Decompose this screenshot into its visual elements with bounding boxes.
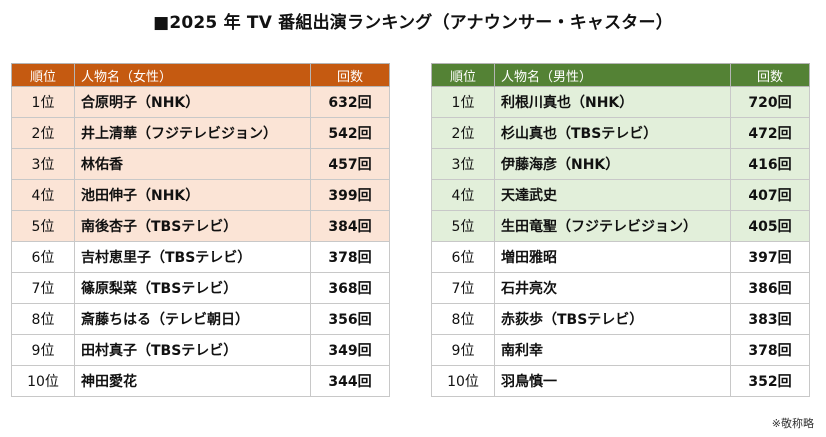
rank-cell: 5位 [431,210,495,242]
name-cell: 石井亮次 [494,272,731,304]
table-row: 7位 篠原梨菜（TBSテレビ） 368回 [11,272,390,304]
name-cell: 井上清華（フジテレビジョン） [74,117,311,149]
name-cell: 杉山真也（TBSテレビ） [494,117,731,149]
table-row: 4位 池田伸子（NHK） 399回 [11,179,390,211]
table-row: 3位 林佑香 457回 [11,148,390,180]
name-cell: 生田竜聖（フジテレビジョン） [494,210,731,242]
count-cell: 397回 [730,241,810,273]
count-cell: 405回 [730,210,810,242]
name-cell: 増田雅昭 [494,241,731,273]
table-row: 4位 天達武史 407回 [431,179,810,211]
table-row: 7位 石井亮次 386回 [431,272,810,304]
count-cell: 378回 [730,334,810,366]
rank-cell: 7位 [11,272,75,304]
count-cell: 383回 [730,303,810,335]
count-cell: 720回 [730,86,810,118]
name-cell: 赤荻歩（TBSテレビ） [494,303,731,335]
rank-cell: 6位 [11,241,75,273]
honorifics-omitted-note: ※敬称略 [771,417,814,430]
table-header-row: 順位 人物名（男性） 回数 [431,63,810,87]
table-row: 1位 合原明子（NHK） 632回 [11,86,390,118]
name-cell: 篠原梨菜（TBSテレビ） [74,272,311,304]
name-cell: 利根川真也（NHK） [494,86,731,118]
count-cell: 344回 [310,365,390,397]
count-cell: 632回 [310,86,390,118]
table-row: 9位 南利幸 378回 [431,334,810,366]
rank-cell: 8位 [431,303,495,335]
rank-cell: 2位 [431,117,495,149]
rank-cell: 4位 [11,179,75,211]
table-row: 9位 田村真子（TBSテレビ） 349回 [11,334,390,366]
header-count: 回数 [310,63,390,87]
table-row: 6位 吉村恵里子（TBSテレビ） 378回 [11,241,390,273]
table-row: 5位 生田竜聖（フジテレビジョン） 405回 [431,210,810,242]
count-cell: 457回 [310,148,390,180]
rank-cell: 8位 [11,303,75,335]
rank-cell: 3位 [431,148,495,180]
name-cell: 羽鳥慎一 [494,365,731,397]
table-row: 3位 伊藤海彦（NHK） 416回 [431,148,810,180]
count-cell: 349回 [310,334,390,366]
table-header-row: 順位 人物名（女性） 回数 [11,63,390,87]
name-cell: 斎藤ちはる（テレビ朝日） [74,303,311,335]
count-cell: 386回 [730,272,810,304]
header-name: 人物名（女性） [74,63,311,87]
female-ranking-table: 順位 人物名（女性） 回数 1位 合原明子（NHK） 632回 2位 井上清華（フジテレ… [11,63,390,397]
rank-cell: 1位 [431,86,495,118]
count-cell: 542回 [310,117,390,149]
table-row: 1位 利根川真也（NHK） 720回 [431,86,810,118]
table-row: 2位 杉山真也（TBSテレビ） 472回 [431,117,810,149]
name-cell: 吉村恵里子（TBSテレビ） [74,241,311,273]
header-rank: 順位 [11,63,75,87]
count-cell: 378回 [310,241,390,273]
rank-cell: 9位 [431,334,495,366]
name-cell: 南後杏子（TBSテレビ） [74,210,311,242]
name-cell: 天達武史 [494,179,731,211]
count-cell: 352回 [730,365,810,397]
page-title: ■2025 年 TV 番組出演ランキング（アナウンサー・キャスター） [153,13,673,33]
rank-cell: 4位 [431,179,495,211]
count-cell: 472回 [730,117,810,149]
rank-cell: 9位 [11,334,75,366]
name-cell: 南利幸 [494,334,731,366]
count-cell: 407回 [730,179,810,211]
table-row: 5位 南後杏子（TBSテレビ） 384回 [11,210,390,242]
count-cell: 356回 [310,303,390,335]
rank-cell: 10位 [11,365,75,397]
count-cell: 399回 [310,179,390,211]
rank-cell: 10位 [431,365,495,397]
name-cell: 神田愛花 [74,365,311,397]
table-row: 10位 神田愛花 344回 [11,365,390,397]
name-cell: 合原明子（NHK） [74,86,311,118]
count-cell: 384回 [310,210,390,242]
name-cell: 伊藤海彦（NHK） [494,148,731,180]
rank-cell: 3位 [11,148,75,180]
rank-cell: 6位 [431,241,495,273]
table-row: 8位 斎藤ちはる（テレビ朝日） 356回 [11,303,390,335]
name-cell: 田村真子（TBSテレビ） [74,334,311,366]
rank-cell: 2位 [11,117,75,149]
count-cell: 368回 [310,272,390,304]
rank-cell: 5位 [11,210,75,242]
header-rank: 順位 [431,63,495,87]
table-row: 10位 羽鳥慎一 352回 [431,365,810,397]
name-cell: 林佑香 [74,148,311,180]
table-row: 2位 井上清華（フジテレビジョン） 542回 [11,117,390,149]
rank-cell: 1位 [11,86,75,118]
table-row: 8位 赤荻歩（TBSテレビ） 383回 [431,303,810,335]
male-ranking-table: 順位 人物名（男性） 回数 1位 利根川真也（NHK） 720回 2位 杉山真也（TBS… [431,63,810,397]
header-name: 人物名（男性） [494,63,731,87]
rank-cell: 7位 [431,272,495,304]
name-cell: 池田伸子（NHK） [74,179,311,211]
table-row: 6位 増田雅昭 397回 [431,241,810,273]
header-count: 回数 [730,63,810,87]
count-cell: 416回 [730,148,810,180]
